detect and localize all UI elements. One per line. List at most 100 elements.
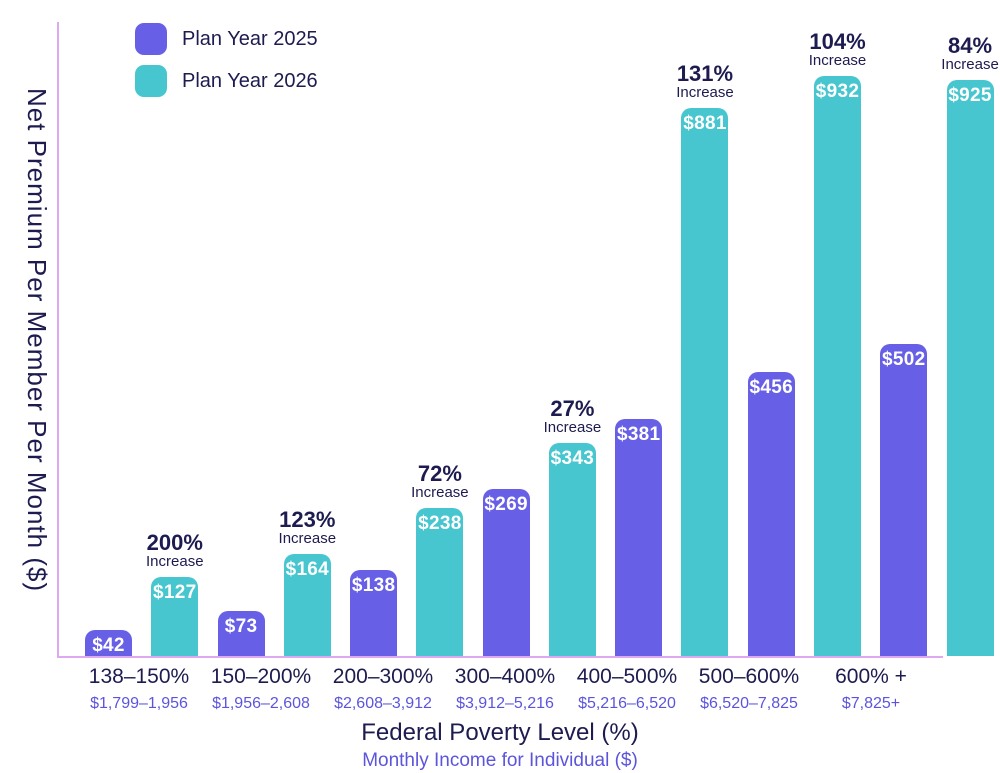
bar-value-label: $881	[683, 113, 727, 134]
increase-annotation: 27% Increase	[544, 397, 602, 436]
bar-plan-year-2026: $932	[814, 76, 861, 656]
bar-plan-year-2025: $73	[217, 611, 265, 656]
bar-plan-year-2025: $456	[747, 372, 795, 656]
legend-swatch-2025-icon	[135, 23, 167, 55]
bar-value-label: $456	[749, 377, 793, 398]
bar-column: $381	[615, 419, 663, 656]
bar-column: 123% Increase $164	[279, 508, 337, 656]
bar-plan-year-2025: $42	[85, 630, 132, 656]
increase-word: Increase	[676, 84, 734, 102]
bar-plan-year-2025: $269	[482, 489, 530, 656]
bar-column: 84% Increase $925	[941, 34, 999, 656]
x-axis-title: Federal Poverty Level (%)	[361, 719, 639, 746]
increase-percent: 27%	[550, 396, 595, 422]
legend-swatch-2026-icon	[135, 65, 167, 97]
bar-plan-year-2026: $343	[548, 443, 596, 656]
x-tick-group: 500–600% $6,520–7,825	[695, 665, 803, 713]
x-tick-group: 138–150% $1,799–1,956	[85, 665, 193, 713]
bar-plan-year-2026: $238	[416, 508, 464, 656]
legend-label-2025: Plan Year 2025	[182, 27, 318, 50]
income-range-label: $1,956–2,608	[212, 695, 310, 712]
legend-row-2025: Plan Year 2025	[135, 23, 318, 55]
y-axis-label: Net Premium Per Member Per Month ($)	[22, 87, 52, 593]
x-tick-group: 400–500% $5,216–6,520	[573, 665, 681, 713]
bar-plan-year-2025: $502	[880, 344, 928, 656]
increase-percent: 104%	[809, 29, 866, 55]
bar-plan-year-2025: $138	[350, 570, 398, 656]
increase-percent: 131%	[676, 61, 734, 87]
increase-annotation: 104% Increase	[809, 30, 867, 69]
fpl-range-label: 400–500%	[576, 665, 678, 688]
bar-column: $138	[350, 570, 398, 656]
bar-plan-year-2026: $164	[283, 554, 331, 656]
increase-percent: 123%	[279, 507, 336, 533]
x-tick-group: 200–300% $2,608–3,912	[329, 665, 437, 713]
increase-annotation: 131% Increase	[676, 62, 734, 101]
bar-value-label: $42	[92, 635, 125, 656]
bar-group: $502 84% Increase $925	[880, 34, 999, 656]
bar-group: $456 104% Increase $932	[747, 30, 867, 656]
increase-annotation: 72% Increase	[411, 462, 469, 501]
bar-group: $73 123% Increase $164	[217, 508, 337, 656]
bar-value-label: $138	[351, 575, 396, 596]
increase-annotation: 200% Increase	[146, 531, 204, 570]
bar-value-label: $238	[418, 513, 462, 534]
increase-word: Increase	[146, 553, 204, 571]
legend: Plan Year 2025 Plan Year 2026	[135, 23, 318, 97]
increase-word: Increase	[543, 419, 602, 437]
bar-plan-year-2026: $881	[681, 108, 729, 656]
bar-column: $502	[880, 344, 928, 656]
x-axis-subtitle: Monthly Income for Individual ($)	[362, 750, 638, 771]
increase-word: Increase	[278, 530, 337, 548]
increase-word: Increase	[808, 52, 867, 70]
plot-area: $42 200% Increase $127 $73 123% Increase $164 $1…	[57, 22, 999, 658]
bar-column: 131% Increase $881	[676, 62, 734, 656]
income-range-label: $3,912–5,216	[456, 695, 554, 712]
increase-percent: 72%	[417, 461, 462, 487]
bar-value-label: $381	[616, 424, 661, 445]
fpl-range-label: 200–300%	[332, 665, 434, 688]
income-range-label: $7,825+	[841, 695, 901, 712]
x-tick-group: 150–200% $1,956–2,608	[207, 665, 315, 713]
fpl-range-label: 500–600%	[698, 665, 800, 688]
bar-value-label: $502	[882, 349, 926, 370]
bar-column: $42	[85, 630, 132, 656]
income-range-label: $5,216–6,520	[578, 695, 676, 712]
bar-value-label: $164	[285, 559, 330, 580]
increase-percent: 200%	[146, 530, 203, 556]
bar-value-label: $269	[484, 494, 528, 515]
legend-row-2026: Plan Year 2026	[135, 65, 318, 97]
bar-column: 72% Increase $238	[411, 462, 469, 656]
bar-group: $269 27% Increase $343	[482, 397, 602, 656]
bar-column: 200% Increase $127	[146, 531, 204, 656]
bar-group: $138 72% Increase $238	[350, 462, 469, 656]
bar-plan-year-2026: $925	[946, 80, 994, 656]
increase-percent: 84%	[948, 33, 993, 59]
increase-word: Increase	[941, 56, 999, 74]
x-tick-group: 300–400% $3,912–5,216	[451, 665, 559, 713]
x-tick-group: 600% + $7,825+	[817, 665, 925, 713]
bar-column: $269	[482, 489, 530, 656]
bar-value-label: $925	[948, 85, 992, 106]
income-range-label: $2,608–3,912	[334, 695, 432, 712]
fpl-range-label: 138–150%	[88, 665, 190, 688]
fpl-range-label: 600% +	[835, 665, 907, 688]
income-range-label: $6,520–7,825	[700, 695, 798, 712]
bar-column: $456	[747, 372, 795, 656]
bar-value-label: $343	[550, 448, 595, 469]
increase-annotation: 84% Increase	[941, 34, 999, 73]
income-range-label: $1,799–1,956	[90, 695, 188, 712]
x-axis-tick-labels: 138–150% $1,799–1,956 150–200% $1,956–2,608…	[59, 665, 945, 713]
bar-group: $42 200% Increase $127	[85, 531, 204, 656]
legend-label-2026: Plan Year 2026	[182, 69, 318, 92]
bar-column: 104% Increase $932	[809, 30, 867, 656]
bar-plan-year-2025: $381	[615, 419, 663, 656]
bar-value-label: $127	[153, 582, 197, 603]
bar-group: $381 131% Increase $881	[615, 62, 734, 656]
bar-value-label: $73	[224, 616, 258, 637]
fpl-range-label: 150–200%	[210, 665, 312, 688]
bar-column: 27% Increase $343	[544, 397, 602, 656]
increase-word: Increase	[411, 484, 469, 502]
increase-annotation: 123% Increase	[279, 508, 337, 547]
